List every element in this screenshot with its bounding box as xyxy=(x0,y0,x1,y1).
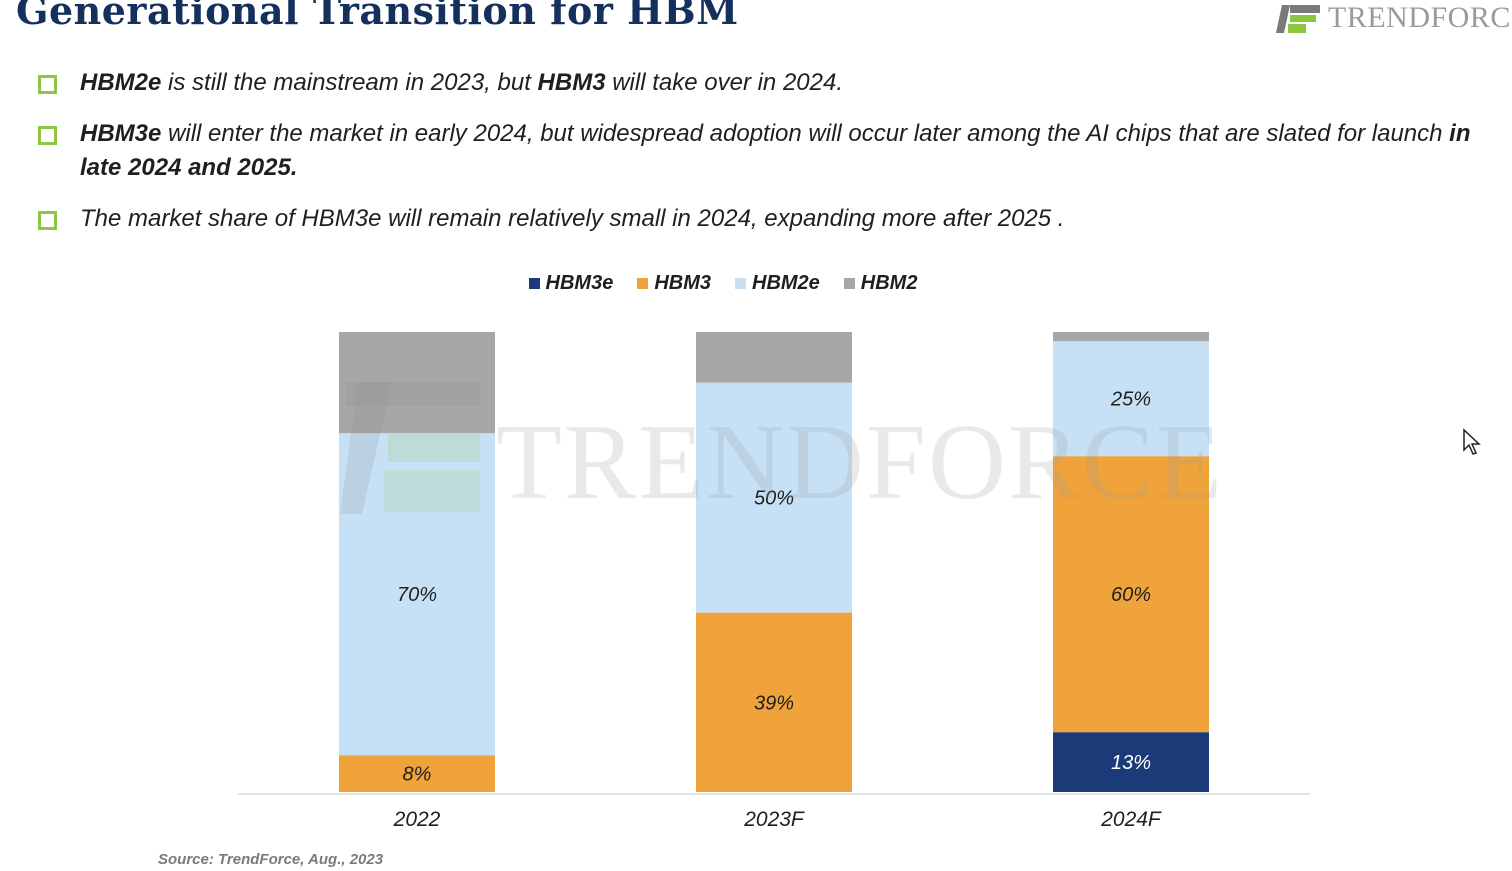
bar-hbm3e-2024f xyxy=(1053,732,1209,792)
watermark-text: TRENDFORCE xyxy=(496,403,1224,522)
bullet-text-segment: will enter the market in early 2024, but… xyxy=(161,120,1450,147)
legend-label: HBM2 xyxy=(860,272,918,294)
bar-hbm2-2023f xyxy=(696,332,852,383)
legend-label: HBM2e xyxy=(752,272,820,294)
bullet-square-icon xyxy=(38,75,57,94)
source-note: Source: TrendForce, Aug., 2023 xyxy=(158,851,384,868)
bar-hbm2e-2024f xyxy=(1053,341,1209,457)
trendforce-logo-text: TRENDFORC xyxy=(1328,1,1511,34)
data-label: 60% xyxy=(1111,584,1151,606)
legend-item-hbm2e: HBM2e xyxy=(735,272,820,295)
bullet-text-segment: is still the mainstream in 2023, but xyxy=(161,69,538,96)
data-label: 13% xyxy=(1111,752,1151,774)
legend-label: HBM3 xyxy=(654,272,711,294)
watermark-logo-bar xyxy=(384,470,480,512)
bullet-list: HBM2e is still the mainstream in 2023, b… xyxy=(36,66,1512,253)
bullet-square-icon xyxy=(38,126,57,145)
bar-hbm2e-2023f xyxy=(696,382,852,613)
bullet-item: The market share of HBM3e will remain re… xyxy=(36,202,1512,236)
watermark-logo-bar xyxy=(388,434,480,462)
bullet-text-segment: HBM2e xyxy=(80,69,162,96)
bullet-text-segment: HBM3 xyxy=(537,69,606,96)
bar-hbm3-2022 xyxy=(339,755,495,792)
data-label: 25% xyxy=(1110,389,1151,411)
bullet-text-segment: HBM3e xyxy=(80,120,162,147)
data-label: 50% xyxy=(754,488,794,510)
legend-label: HBM3e xyxy=(545,272,614,294)
data-label: 70% xyxy=(397,584,437,606)
bar-hbm2-2024f xyxy=(1053,332,1209,342)
bar-hbm2e-2022 xyxy=(339,433,495,756)
stacked-bar-chart: 8% 70% 2022 39% 50% 2023F 13% 60% 25% 2024F TRENDF… xyxy=(238,332,1310,831)
trendforce-logo: TRENDFORC xyxy=(1276,0,1511,36)
x-tick-label: 2022 xyxy=(393,808,441,831)
bullet-square-icon xyxy=(38,211,57,230)
legend-swatch xyxy=(528,278,540,289)
legend-item-hbm3: HBM3 xyxy=(637,272,711,295)
watermark-logo-bar xyxy=(346,382,480,406)
legend-swatch xyxy=(735,278,746,289)
legend-item-hbm2: HBM2 xyxy=(843,272,918,295)
x-tick-label: 2024F xyxy=(1100,808,1162,831)
bar-hbm3-2023f xyxy=(696,612,852,792)
bullet-text-segment: in late 2024 and 2025. xyxy=(80,120,1471,181)
legend-item-hbm3e: HBM3e xyxy=(528,272,614,295)
mouse-cursor-icon xyxy=(1462,428,1482,461)
legend-swatch xyxy=(637,278,649,289)
bullet-text-segment: will take over in 2024. xyxy=(605,69,844,96)
bullet-item: HBM3e will enter the market in early 202… xyxy=(36,117,1512,185)
x-tick-label: 2023F xyxy=(743,808,805,831)
bullet-item: HBM2e is still the mainstream in 2023, b… xyxy=(36,66,1512,100)
bullet-text-segment: The market share of HBM3e will remain re… xyxy=(80,205,1065,232)
data-label: 8% xyxy=(403,764,432,786)
page-title: Generational Transition for HBM xyxy=(16,0,739,33)
data-label: 39% xyxy=(754,692,794,714)
chart-legend: HBM3e HBM3 HBM2e HBM2 xyxy=(0,272,1512,295)
bar-hbm3-2024f xyxy=(1053,456,1209,733)
legend-swatch xyxy=(843,278,855,289)
bar-hbm2-2022 xyxy=(339,332,495,434)
watermark-logo-icon xyxy=(340,382,392,514)
trendforce-logo-icon xyxy=(1276,1,1320,35)
